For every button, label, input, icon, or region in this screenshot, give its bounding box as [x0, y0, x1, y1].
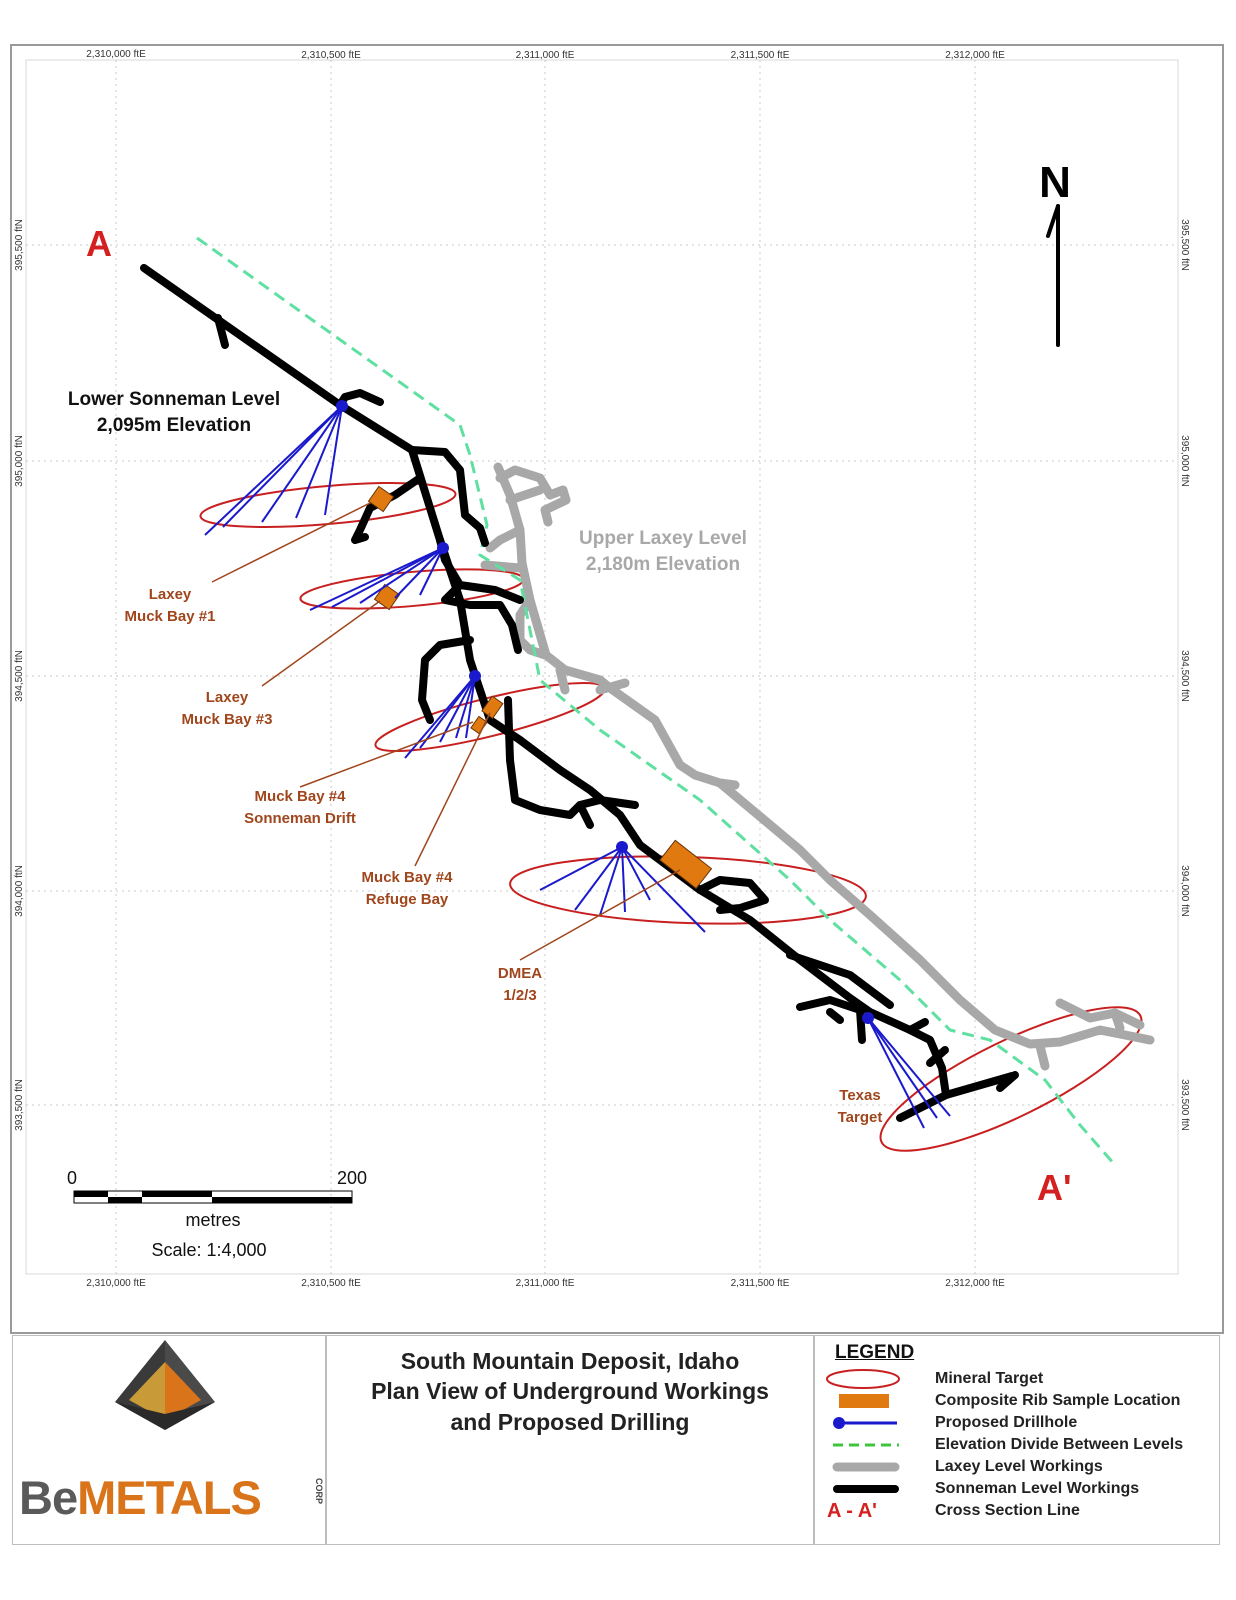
grid-label-right-5: 393,500 ftN [1179, 1079, 1190, 1131]
grid-label-right-1: 395,500 ftN [1179, 219, 1190, 271]
scale-bar-end-label: 200 [337, 1168, 367, 1188]
laxey-muck-bay-1-sublabel: Muck Bay #1 [125, 608, 216, 625]
legend-label: Proposed Drillhole [935, 1414, 1078, 1431]
muck-bay-4-drift-label: Muck Bay #4 [255, 788, 347, 805]
grid-label-left-4: 394,000 ftN [14, 865, 25, 917]
drillhole-collar [862, 1012, 874, 1024]
title-line-2: Plan View of Underground Workings [371, 1378, 769, 1404]
grid-label-left-5: 393,500 ftN [14, 1079, 25, 1131]
muck-bay-4-refuge-label: Muck Bay #4 [362, 869, 454, 886]
legend-item-cross-section: A - A' Cross Section Line [815, 1500, 1219, 1522]
brand-be: Be [19, 1471, 78, 1524]
drillhole-symbol [833, 1417, 897, 1429]
laxey-muck-bay-3-label: Laxey [206, 689, 249, 706]
texas-target-sublabel: Target [838, 1109, 883, 1126]
legend-item-mineral-target: Mineral Target [815, 1368, 1219, 1390]
map-neatline [25, 59, 1179, 1275]
title-line-1: South Mountain Deposit, Idaho [400, 1348, 740, 1374]
map-canvas: 2,310,000 ftE 2,310,500 ftE 2,311,000 ft… [14, 49, 1190, 1289]
sonneman-workings-symbol [833, 1485, 899, 1493]
lower-sonneman-level-label: Lower Sonneman Level [68, 389, 280, 410]
legend-panel: LEGEND Mineral Target Composite Rib Samp… [814, 1335, 1220, 1545]
drillhole-collar [336, 400, 348, 412]
leader-lines [211, 502, 681, 961]
brand-metals: METALS [77, 1471, 262, 1524]
legend-label: Cross Section Line [935, 1502, 1080, 1519]
brand-corp: CORP [314, 1478, 324, 1505]
title-line-3: and Proposed Drilling [450, 1409, 690, 1435]
mineral-target-texas [879, 1006, 1143, 1152]
legend-label: Elevation Divide Between Levels [935, 1436, 1184, 1453]
rib-sample-symbol [839, 1394, 889, 1408]
cross-section-symbol: A - A' [827, 1500, 877, 1522]
scale-bar-start-label: 0 [67, 1168, 77, 1188]
drillhole-collar [437, 542, 449, 554]
section-end-label: A' [1037, 1167, 1072, 1208]
grid-label-left-2: 395,000 ftN [14, 435, 25, 487]
muck-bay-4-refuge-sublabel: Refuge Bay [366, 891, 449, 908]
north-arrow-label: N [1039, 158, 1071, 207]
laxey-workings-symbol [832, 1462, 900, 1472]
grid-label-top-5: 2,312,000 ftE [945, 50, 1005, 61]
grid-label-bottom-1: 2,310,000 ftE [86, 1278, 146, 1289]
legend-item-elevation-divide: Elevation Divide Between Levels [815, 1434, 1219, 1456]
section-start-label: A [86, 223, 112, 264]
grid-label-top-1: 2,310,000 ftE [86, 49, 146, 60]
elevation-divide-line [196, 236, 1117, 1166]
composite-rib-samples [367, 485, 713, 890]
legend-item-laxey-workings: Laxey Level Workings [815, 1456, 1219, 1478]
legend-label: Sonneman Level Workings [935, 1480, 1140, 1497]
grid-label-left-3: 394,500 ftN [14, 650, 25, 702]
grid-label-right-3: 394,500 ftN [1179, 650, 1190, 702]
title-panel: South Mountain Deposit, Idaho Plan View … [326, 1335, 814, 1545]
grid-lines [26, 60, 1178, 1274]
legend-label: Laxey Level Workings [935, 1458, 1103, 1475]
grid-label-right-4: 394,000 ftN [1179, 865, 1190, 917]
grid-label-bottom-3: 2,311,000 ftE [516, 1278, 575, 1289]
legend-label: Mineral Target [935, 1370, 1044, 1387]
rib-sample-dmea [659, 839, 713, 890]
drillhole-collar [616, 841, 628, 853]
bemetals-logo-icon [115, 1340, 215, 1430]
upper-laxey-elevation-label: 2,180m Elevation [586, 554, 740, 575]
logo-panel: BeMETALS CORP [12, 1335, 326, 1545]
rib-sample-laxey-3 [373, 583, 401, 611]
laxey-level-workings [480, 462, 1155, 1071]
scale-ratio-label: Scale: 1:4,000 [151, 1240, 266, 1260]
grid-label-bottom-2: 2,310,500 ftE [301, 1278, 361, 1289]
legend-title: LEGEND [835, 1342, 915, 1363]
lower-sonneman-elevation-label: 2,095m Elevation [97, 415, 251, 436]
elevation-divide-symbol [833, 1443, 899, 1447]
mineral-target-symbol [826, 1369, 900, 1389]
laxey-muck-bay-3-sublabel: Muck Bay #3 [182, 711, 273, 728]
rib-sample-laxey-1 [367, 485, 395, 513]
grid-label-top-3: 2,311,000 ftE [516, 50, 575, 61]
grid-label-left-1: 395,500 ftN [14, 219, 25, 271]
drillhole-collars [336, 400, 874, 1024]
scale-bar-units: metres [185, 1210, 240, 1230]
legend-item-drillhole: Proposed Drillhole [815, 1412, 1219, 1434]
north-arrow-icon [1046, 204, 1060, 347]
rib-sample-muck-bay-4a [481, 695, 504, 720]
texas-target-label: Texas [839, 1087, 880, 1104]
laxey-muck-bay-1-label: Laxey [149, 586, 192, 603]
grid-label-bottom-4: 2,311,500 ftE [731, 1278, 790, 1289]
grid-label-top-2: 2,310,500 ftE [301, 50, 361, 61]
legend-label: Composite Rib Sample Location [935, 1392, 1181, 1409]
grid-label-right-2: 395,000 ftN [1179, 435, 1190, 487]
proposed-drillholes [204, 405, 951, 1129]
drillhole-collar [469, 670, 481, 682]
grid-label-bottom-5: 2,312,000 ftE [945, 1278, 1005, 1289]
muck-bay-4-drift-sublabel: Sonneman Drift [244, 810, 356, 827]
brand-wordmark: BeMETALS [19, 1470, 262, 1525]
legend-item-sonneman-workings: Sonneman Level Workings [815, 1478, 1219, 1500]
grid-label-top-4: 2,311,500 ftE [731, 50, 790, 61]
sonneman-level-workings [140, 264, 1019, 1122]
dmea-label: DMEA [498, 965, 542, 982]
dmea-sublabel: 1/2/3 [503, 987, 536, 1004]
upper-laxey-level-label: Upper Laxey Level [579, 528, 747, 549]
legend-item-rib-sample: Composite Rib Sample Location [815, 1390, 1219, 1412]
scale-bar [73, 1190, 353, 1204]
